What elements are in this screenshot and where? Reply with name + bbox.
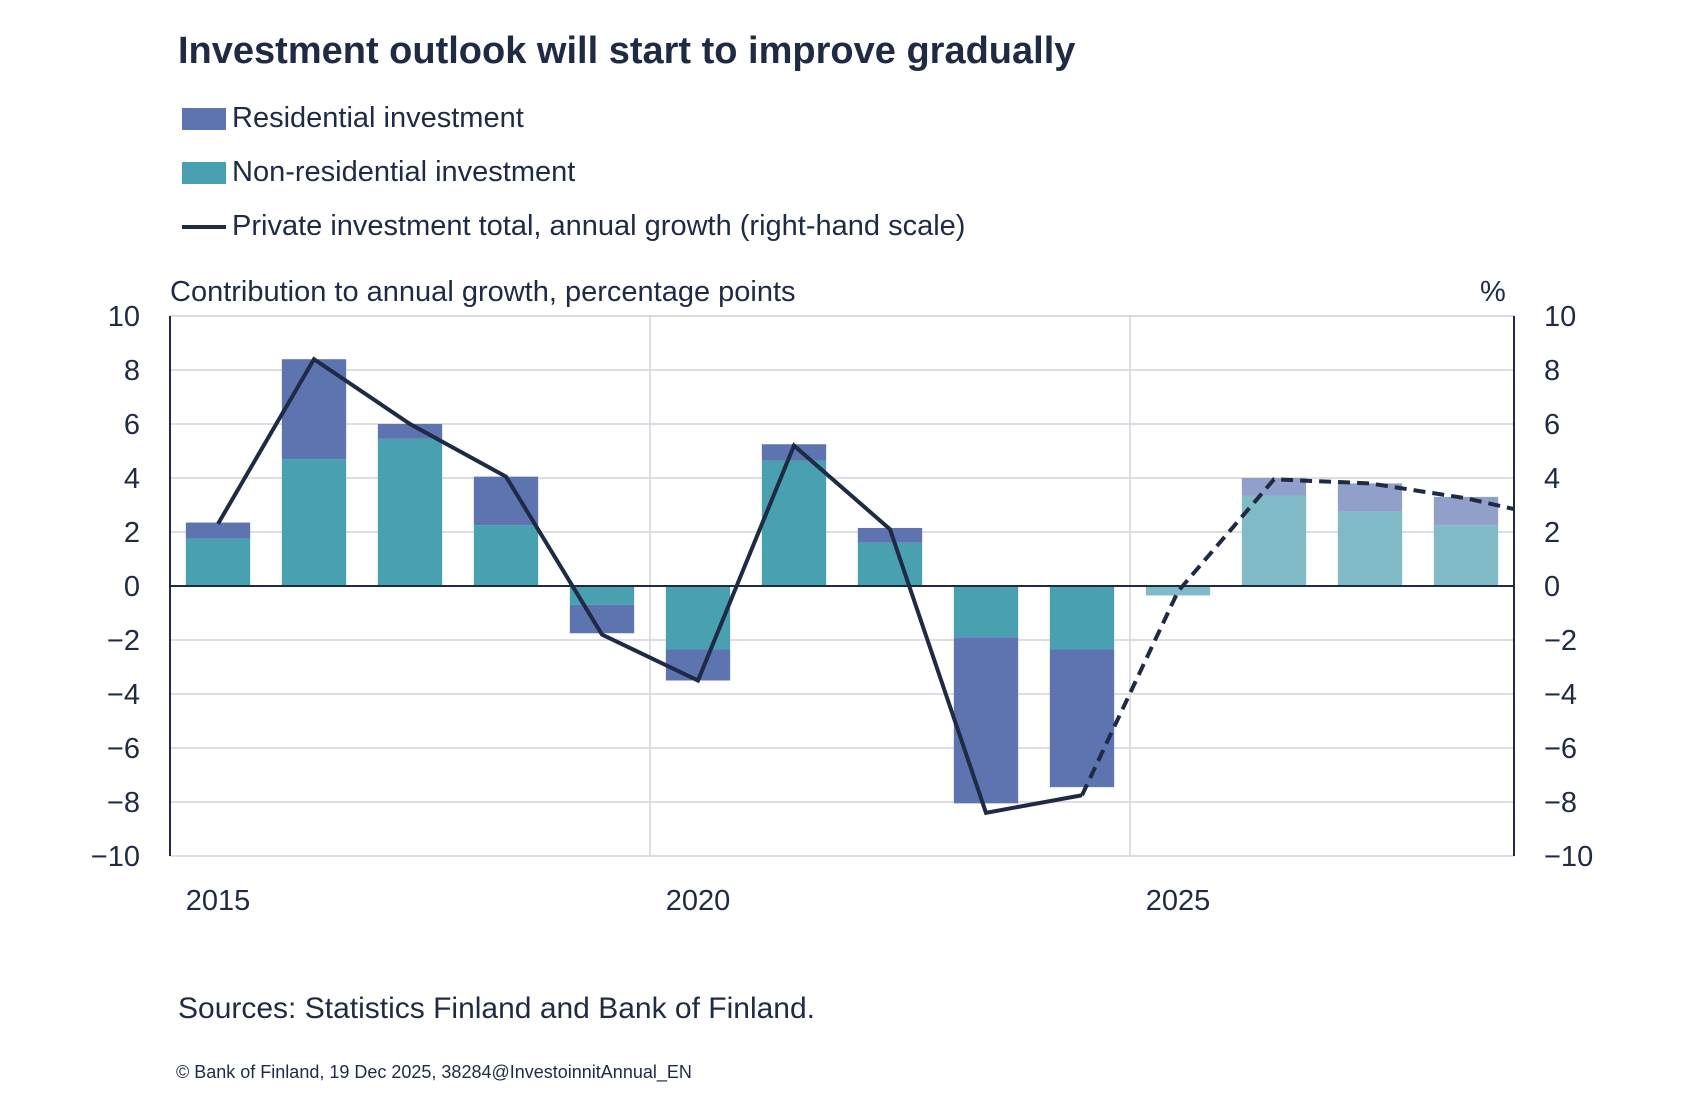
- y-axis-label: Contribution to annual growth, percentag…: [170, 276, 796, 308]
- y2-tick-label: 10: [1544, 301, 1576, 333]
- legend-swatch-residential: [182, 107, 226, 130]
- bar-non-residential-2025: [1145, 586, 1211, 596]
- legend-label: Non-residential investment: [232, 156, 576, 188]
- bar-non-residential-2021: [761, 460, 827, 586]
- y2-tick-label: 2: [1544, 517, 1560, 549]
- bar-residential-2026: [1241, 478, 1307, 496]
- bar-non-residential-2026: [1241, 495, 1307, 586]
- bar-non-residential-2028: [1433, 525, 1499, 586]
- bar-non-residential-2015: [185, 538, 251, 586]
- sources-note: Sources: Statistics Finland and Bank of …: [178, 992, 816, 1025]
- x-tick-label: 2015: [186, 885, 251, 917]
- y2-tick-label: 8: [1544, 355, 1560, 387]
- bar-residential-2018: [473, 476, 539, 526]
- y-tick-label: 8: [124, 355, 140, 387]
- bar-non-residential-2022: [857, 542, 923, 586]
- bar-residential-2017: [377, 424, 443, 439]
- y2-tick-label: −2: [1544, 625, 1577, 657]
- y-tick-label: 10: [108, 301, 140, 333]
- line-total-actual: [216, 356, 1083, 816]
- bar-non-residential-2017: [377, 438, 443, 586]
- y-tick-label: −6: [107, 733, 140, 765]
- y-tick-label: 4: [124, 463, 140, 495]
- bar-non-residential-2027: [1337, 511, 1403, 586]
- copyright-note: © Bank of Finland, 19 Dec 2025, 38284@In…: [176, 1062, 692, 1082]
- y2-tick-label: 4: [1544, 463, 1560, 495]
- bar-residential-2028: [1433, 496, 1499, 526]
- legend-line-total: [182, 224, 226, 229]
- line-group: [216, 356, 1514, 816]
- bar-non-residential-2023: [953, 586, 1019, 638]
- bar-non-residential-2019: [569, 586, 635, 605]
- y-tick-label: −8: [107, 787, 140, 819]
- legend-item-non-residential: Non-residential investment: [182, 156, 575, 189]
- bar-non-residential-2016: [281, 459, 347, 586]
- y-tick-label: 2: [124, 517, 140, 549]
- chart-title: Investment outlook will start to improve…: [178, 30, 1076, 72]
- bar-residential-2019: [569, 604, 635, 634]
- y-tick-label: −4: [107, 679, 140, 711]
- bar-non-residential-2020: [665, 586, 731, 650]
- y2-tick-label: 0: [1544, 571, 1560, 603]
- bar-non-residential-2024: [1049, 586, 1115, 650]
- legend-swatch-non-residential: [182, 161, 226, 184]
- y2-tick-label: −6: [1544, 733, 1577, 765]
- x-tick-label: 2025: [1146, 885, 1211, 917]
- bar-residential-2015: [185, 522, 251, 539]
- bar-residential-2021: [761, 444, 827, 461]
- y2-tick-label: −4: [1544, 679, 1577, 711]
- y-tick-label: −10: [91, 841, 140, 873]
- legend-label: Residential investment: [232, 102, 524, 134]
- legend-label: Private investment total, annual growth …: [232, 210, 966, 242]
- legend-item-residential: Residential investment: [182, 102, 524, 135]
- bar-non-residential-2018: [473, 525, 539, 586]
- y2-tick-label: −10: [1544, 841, 1593, 873]
- y2-tick-label: −8: [1544, 787, 1577, 819]
- y2-tick-label: 6: [1544, 409, 1560, 441]
- y-tick-label: 6: [124, 409, 140, 441]
- y-tick-label: −2: [107, 625, 140, 657]
- y-tick-label: 0: [124, 571, 140, 603]
- x-tick-label: 2020: [666, 885, 731, 917]
- line-total-forecast: [1080, 477, 1514, 797]
- bar-residential-2023: [953, 637, 1019, 804]
- y2-axis-label: %: [1480, 276, 1506, 308]
- legend-item-total: Private investment total, annual growth …: [182, 210, 965, 243]
- bar-residential-2024: [1049, 649, 1115, 788]
- bar-residential-2027: [1337, 483, 1403, 512]
